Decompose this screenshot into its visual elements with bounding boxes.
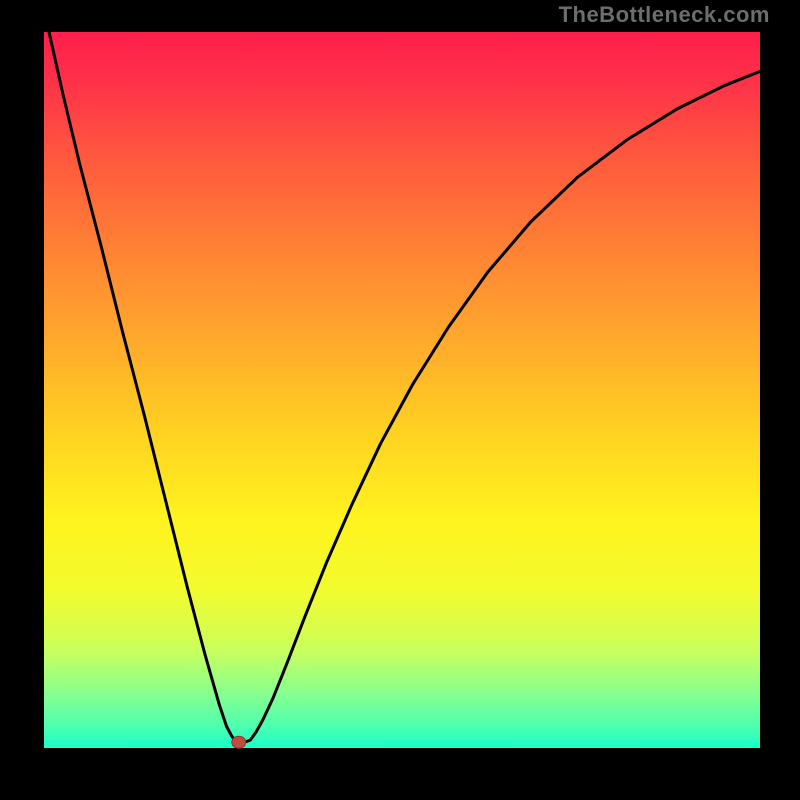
bottleneck-chart <box>0 0 800 800</box>
gradient-background <box>44 32 760 748</box>
optimal-point-marker <box>232 736 246 748</box>
chart-stage: TheBottleneck.com <box>0 0 800 800</box>
watermark-text: TheBottleneck.com <box>559 2 770 28</box>
